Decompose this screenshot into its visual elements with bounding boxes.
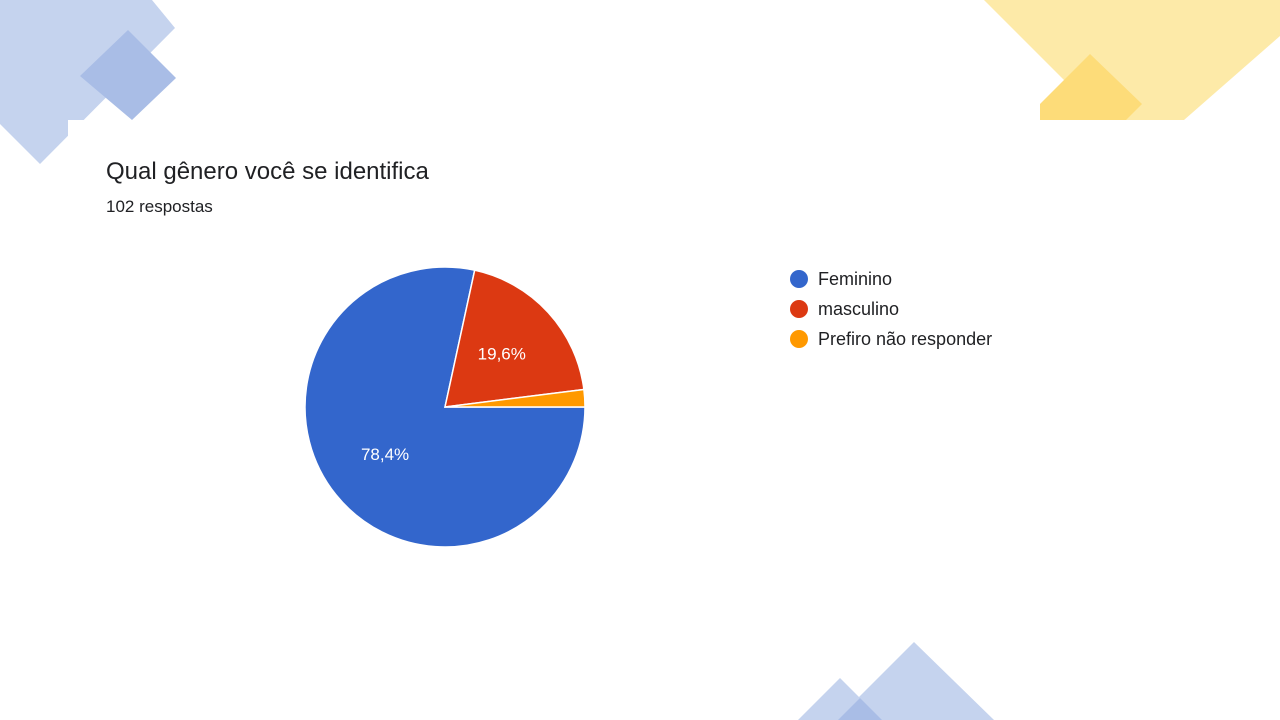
pie-slice-label-1: 19,6% [478, 344, 526, 363]
deco-shape-top-right [984, 0, 1280, 120]
pie-slice-2 [444, 388, 586, 408]
pie-slice-label-0: 78,4% [361, 445, 409, 464]
legend-swatch-1 [790, 300, 808, 318]
legend-label-2: Prefiro não responder [818, 328, 993, 349]
pie-slice-0 [304, 266, 586, 548]
chart-title: Qual gênero você se identifica [106, 158, 429, 185]
legend-label-1: masculino [818, 298, 900, 319]
response-count: 102 respostas [106, 197, 213, 216]
deco-shape-top-right-inner [1040, 54, 1142, 120]
pie-slice-1 [444, 269, 585, 408]
chart-legend: Feminino masculino Prefiro não responder [790, 264, 992, 354]
deco-shape-top-left-inner [80, 30, 176, 120]
legend-item-2: Prefiro não responder [790, 324, 992, 354]
deco-mask [68, 120, 108, 170]
deco-shape-bottom-overlap [838, 698, 882, 720]
legend-item-1: masculino [790, 294, 992, 324]
legend-item-0: Feminino [790, 264, 992, 294]
legend-label-0: Feminino [818, 268, 893, 289]
legend-swatch-0 [790, 270, 808, 288]
pie-chart: 78,4% 19,6% [304, 266, 586, 548]
deco-shape-bottom-large [836, 642, 994, 720]
legend-swatch-2 [790, 330, 808, 348]
